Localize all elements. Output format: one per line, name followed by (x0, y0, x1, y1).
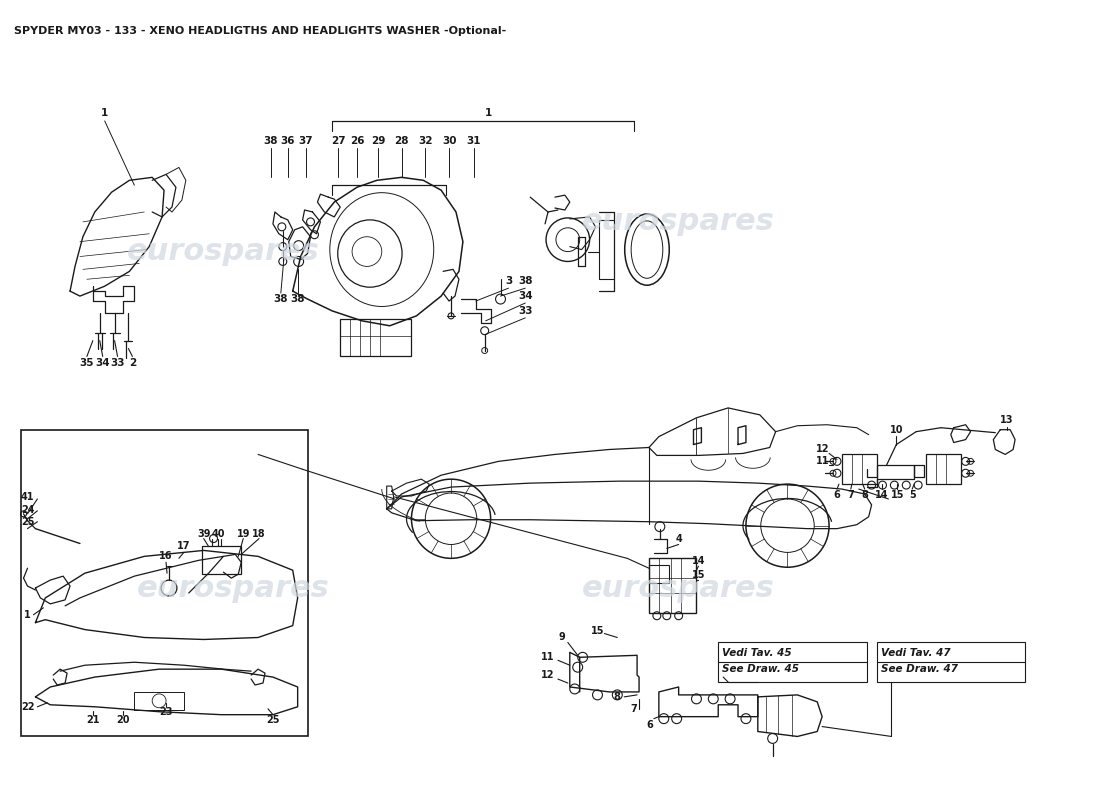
Text: eurospares: eurospares (138, 574, 330, 602)
Text: 2: 2 (129, 358, 136, 368)
Text: 5: 5 (909, 490, 915, 500)
Text: 9: 9 (559, 633, 565, 642)
Bar (21, 430, 308, 737)
Text: 3: 3 (505, 276, 513, 286)
Text: 36: 36 (280, 136, 295, 146)
Text: SPYDER MY03 - 133 - XENO HEADLIGTHS AND HEADLIGHTS WASHER -Optional-: SPYDER MY03 - 133 - XENO HEADLIGTHS AND … (13, 26, 506, 36)
Text: 7: 7 (630, 704, 638, 714)
Text: 18: 18 (252, 529, 266, 538)
Text: Vedi Tav. 45: Vedi Tav. 45 (723, 648, 792, 658)
Bar (718, 642, 867, 682)
Text: 21: 21 (86, 714, 100, 725)
Text: 40: 40 (211, 529, 226, 538)
Text: 14: 14 (692, 556, 705, 566)
Bar (340, 319, 411, 357)
Text: 22: 22 (21, 702, 34, 712)
Text: 38: 38 (264, 136, 278, 146)
Bar (926, 454, 960, 484)
Text: 6: 6 (834, 490, 840, 500)
Text: 26: 26 (350, 136, 364, 146)
Text: 7: 7 (847, 490, 855, 500)
Text: 1: 1 (485, 108, 493, 118)
Text: 30: 30 (442, 136, 456, 146)
Text: 15: 15 (591, 626, 604, 635)
Text: 6: 6 (647, 719, 653, 730)
Text: 41: 41 (21, 492, 34, 502)
Text: 25: 25 (266, 714, 279, 725)
Text: 29: 29 (371, 136, 385, 146)
Text: 34: 34 (518, 291, 532, 301)
Text: 13: 13 (1000, 414, 1014, 425)
Bar (649, 566, 669, 583)
Text: 4: 4 (675, 534, 682, 543)
Text: 37: 37 (298, 136, 312, 146)
Text: 39: 39 (197, 529, 210, 538)
Bar (134, 692, 184, 710)
Text: 28: 28 (394, 136, 409, 146)
Text: 12: 12 (816, 445, 829, 454)
Text: 15: 15 (692, 570, 705, 580)
Text: 25: 25 (21, 517, 34, 526)
Bar (649, 558, 696, 613)
Text: 8: 8 (614, 692, 620, 702)
Text: 1: 1 (101, 108, 108, 118)
Text: 1: 1 (24, 610, 31, 620)
Text: 24: 24 (21, 505, 34, 515)
Text: 23: 23 (160, 706, 173, 717)
Text: 16: 16 (160, 551, 173, 562)
Bar (877, 642, 1025, 682)
Text: 33: 33 (110, 358, 124, 368)
Text: 10: 10 (890, 425, 903, 434)
Text: eurospares: eurospares (582, 574, 775, 602)
Text: 11: 11 (541, 652, 554, 662)
Text: 14: 14 (874, 490, 889, 500)
Bar (842, 454, 877, 484)
Text: 38: 38 (290, 294, 305, 304)
Text: See Draw. 45: See Draw. 45 (723, 664, 800, 674)
Text: 11: 11 (816, 456, 829, 466)
Text: 33: 33 (518, 306, 532, 316)
Text: 8: 8 (861, 490, 868, 500)
Bar (201, 546, 241, 574)
Text: 38: 38 (274, 294, 288, 304)
Text: 27: 27 (331, 136, 345, 146)
Text: 34: 34 (96, 358, 110, 368)
Text: 19: 19 (236, 529, 250, 538)
Text: 31: 31 (466, 136, 481, 146)
Text: eurospares: eurospares (128, 237, 320, 266)
Text: 38: 38 (518, 276, 532, 286)
Text: See Draw. 47: See Draw. 47 (880, 664, 957, 674)
Text: 20: 20 (116, 714, 130, 725)
Text: 32: 32 (418, 136, 432, 146)
Text: 17: 17 (177, 542, 190, 551)
Text: 35: 35 (79, 358, 95, 368)
Text: 12: 12 (541, 670, 554, 680)
Text: eurospares: eurospares (582, 207, 775, 236)
Text: 15: 15 (891, 490, 904, 500)
Text: Vedi Tav. 47: Vedi Tav. 47 (880, 648, 950, 658)
